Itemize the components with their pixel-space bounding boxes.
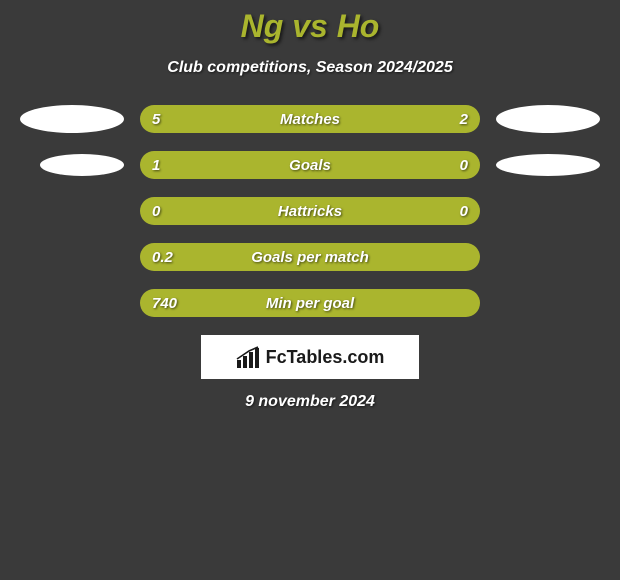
page-subtitle: Club competitions, Season 2024/2025 [0, 59, 620, 77]
chart-icon [236, 346, 262, 368]
stat-row: 1Goals0 [0, 151, 620, 179]
player-right-avatar [496, 105, 600, 133]
brand-text: FcTables.com [266, 347, 385, 368]
stat-row: 0.2Goals per match [0, 243, 620, 271]
brand-logo: FcTables.com [201, 335, 419, 379]
bar-right-fill [405, 151, 480, 179]
stat-bar: 0.2Goals per match [140, 243, 480, 271]
stat-row: 5Matches2 [0, 105, 620, 133]
comparison-infographic: Ng vs Ho Club competitions, Season 2024/… [0, 0, 620, 411]
player-left-avatar [40, 154, 124, 176]
player-right-avatar [496, 154, 600, 176]
stat-bar: 5Matches2 [140, 105, 480, 133]
stat-row: 740Min per goal [0, 289, 620, 317]
stat-rows: 5Matches2 1Goals0 0Hattricks0 0.2Goals per … [0, 105, 620, 317]
bar-right-fill [383, 105, 480, 133]
player-left-avatar [20, 105, 124, 133]
stat-bar: 1Goals0 [140, 151, 480, 179]
stat-bar: 740Min per goal [140, 289, 480, 317]
bar-left-fill [140, 197, 480, 225]
bar-left-fill [140, 151, 405, 179]
snapshot-date: 9 november 2024 [0, 393, 620, 411]
bar-left-fill [140, 243, 480, 271]
bar-left-fill [140, 105, 383, 133]
page-title: Ng vs Ho [0, 8, 620, 45]
stat-row: 0Hattricks0 [0, 197, 620, 225]
stat-bar: 0Hattricks0 [140, 197, 480, 225]
bar-left-fill [140, 289, 480, 317]
